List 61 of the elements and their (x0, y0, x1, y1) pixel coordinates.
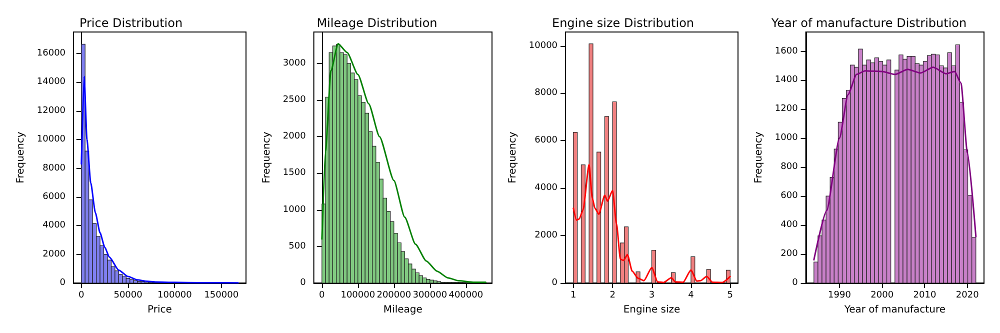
y-tick-label: 12000 (36, 106, 66, 116)
y-tick-label: 1200 (774, 104, 798, 114)
y-tick-label: 1000 (774, 133, 798, 144)
y-axis-title: Frequency (262, 132, 272, 184)
chart-title: Engine size Distribution (552, 16, 694, 30)
x-tick-label: 0 (78, 290, 85, 300)
y-tick-label: 1000 (282, 204, 306, 215)
y-axis-title: Frequency (754, 132, 764, 184)
y-tick-label: 2000 (42, 249, 66, 260)
x-tick-label: 2020 (956, 290, 980, 300)
y-tick-label: 2500 (282, 95, 306, 106)
x-axis-title: Mileage (383, 304, 422, 316)
y-tick-label: 400 (780, 220, 798, 230)
y-axis-title: Frequency (16, 132, 26, 184)
y-tick-label: 800 (780, 162, 798, 172)
x-tick-label: 2010 (913, 290, 936, 300)
x-axis-title: Engine size (623, 304, 680, 316)
y-tick-label: 16000 (36, 48, 66, 59)
y-tick-label: 1600 (774, 46, 798, 56)
y-tick-label: 1500 (282, 168, 306, 178)
x-axis-title: Year of manufacture (843, 304, 946, 316)
x-tick-label: 400000 (448, 290, 484, 300)
x-tick-label: 150000 (204, 290, 239, 300)
y-tick-label: 2000 (534, 230, 558, 241)
y-tick-label: 4000 (42, 220, 66, 231)
y-tick-label: 600 (780, 191, 798, 202)
y-tick-label: 6000 (534, 136, 558, 146)
y-tick-label: 500 (288, 241, 306, 252)
y-tick-label: 10000 (36, 134, 66, 145)
x-tick-label: 1990 (828, 290, 852, 300)
y-tick-label: 0 (300, 278, 306, 288)
x-tick-label: 50000 (114, 290, 143, 300)
y-tick-label: 14000 (36, 77, 66, 88)
y-tick-label: 8000 (534, 88, 558, 98)
y-tick-label: 0 (552, 278, 558, 288)
x-tick-label: 3 (648, 290, 655, 300)
chart-title: Price Distribution (79, 16, 183, 30)
x-tick-label: 200000 (376, 290, 412, 300)
chart-title: Mileage Distribution (316, 16, 438, 30)
chart-title: Year of manufacture Distribution (770, 16, 967, 30)
y-tick-label: 1400 (774, 75, 798, 86)
x-tick-label: 2000 (870, 290, 894, 300)
x-tick-label: 5 (727, 290, 734, 300)
x-tick-label: 100000 (158, 290, 192, 300)
x-tick-label: 2 (610, 290, 616, 300)
y-tick-label: 10000 (528, 40, 558, 51)
x-tick-label: 0 (319, 290, 326, 300)
x-tick-label: 4 (688, 290, 694, 300)
y-tick-label: 8000 (42, 163, 66, 174)
y-tick-label: 200 (780, 249, 798, 260)
x-tick-label: 100000 (340, 290, 376, 300)
y-tick-label: 2000 (282, 132, 306, 142)
y-tick-label: 3000 (282, 58, 306, 68)
y-tick-label: 0 (792, 278, 798, 288)
y-tick-label: 6000 (42, 192, 66, 202)
y-axis-title: Frequency (508, 132, 518, 184)
y-tick-label: 4000 (534, 183, 558, 194)
x-tick-label: 300000 (412, 290, 448, 300)
x-tick-label: 1 (570, 290, 576, 300)
x-axis-title: Price (148, 304, 172, 316)
y-tick-label: 0 (60, 278, 66, 288)
